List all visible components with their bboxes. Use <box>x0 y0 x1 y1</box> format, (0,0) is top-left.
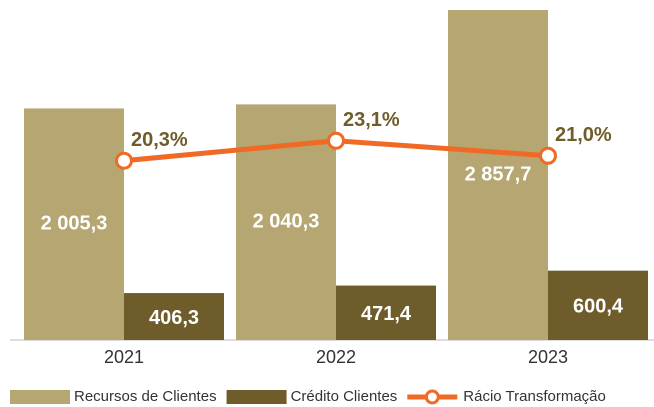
line-value-label: 21,0% <box>555 124 612 146</box>
line-value-label: 20,3% <box>131 129 188 151</box>
bar <box>448 10 548 340</box>
line-point <box>327 131 345 150</box>
bar-value-label: 471,4 <box>361 303 412 325</box>
legend-label: Recursos de Clientes <box>74 388 217 405</box>
legend-swatch <box>226 390 287 404</box>
line-value-label: 23,1% <box>343 109 400 131</box>
x-tick-label: 2022 <box>316 347 356 367</box>
bar <box>24 108 124 340</box>
bar <box>548 270 648 340</box>
legend-swatch <box>10 390 70 404</box>
bar <box>336 285 436 340</box>
bar-value-label: 600,4 <box>573 296 624 318</box>
legend-label: Crédito Clientes <box>291 388 398 405</box>
bar-value-label: 2 005,3 <box>41 212 108 234</box>
line-point <box>115 151 133 170</box>
bar-value-label: 2 040,3 <box>253 210 320 232</box>
legend-swatch <box>424 389 440 405</box>
bar-value-label: 2 857,7 <box>465 163 532 185</box>
x-tick-label: 2021 <box>104 347 144 367</box>
line-point <box>539 146 557 165</box>
bar <box>124 293 224 340</box>
bar-value-label: 406,3 <box>149 307 199 329</box>
legend-label: Rácio Transformação <box>463 388 606 405</box>
x-tick-label: 2023 <box>528 347 568 367</box>
